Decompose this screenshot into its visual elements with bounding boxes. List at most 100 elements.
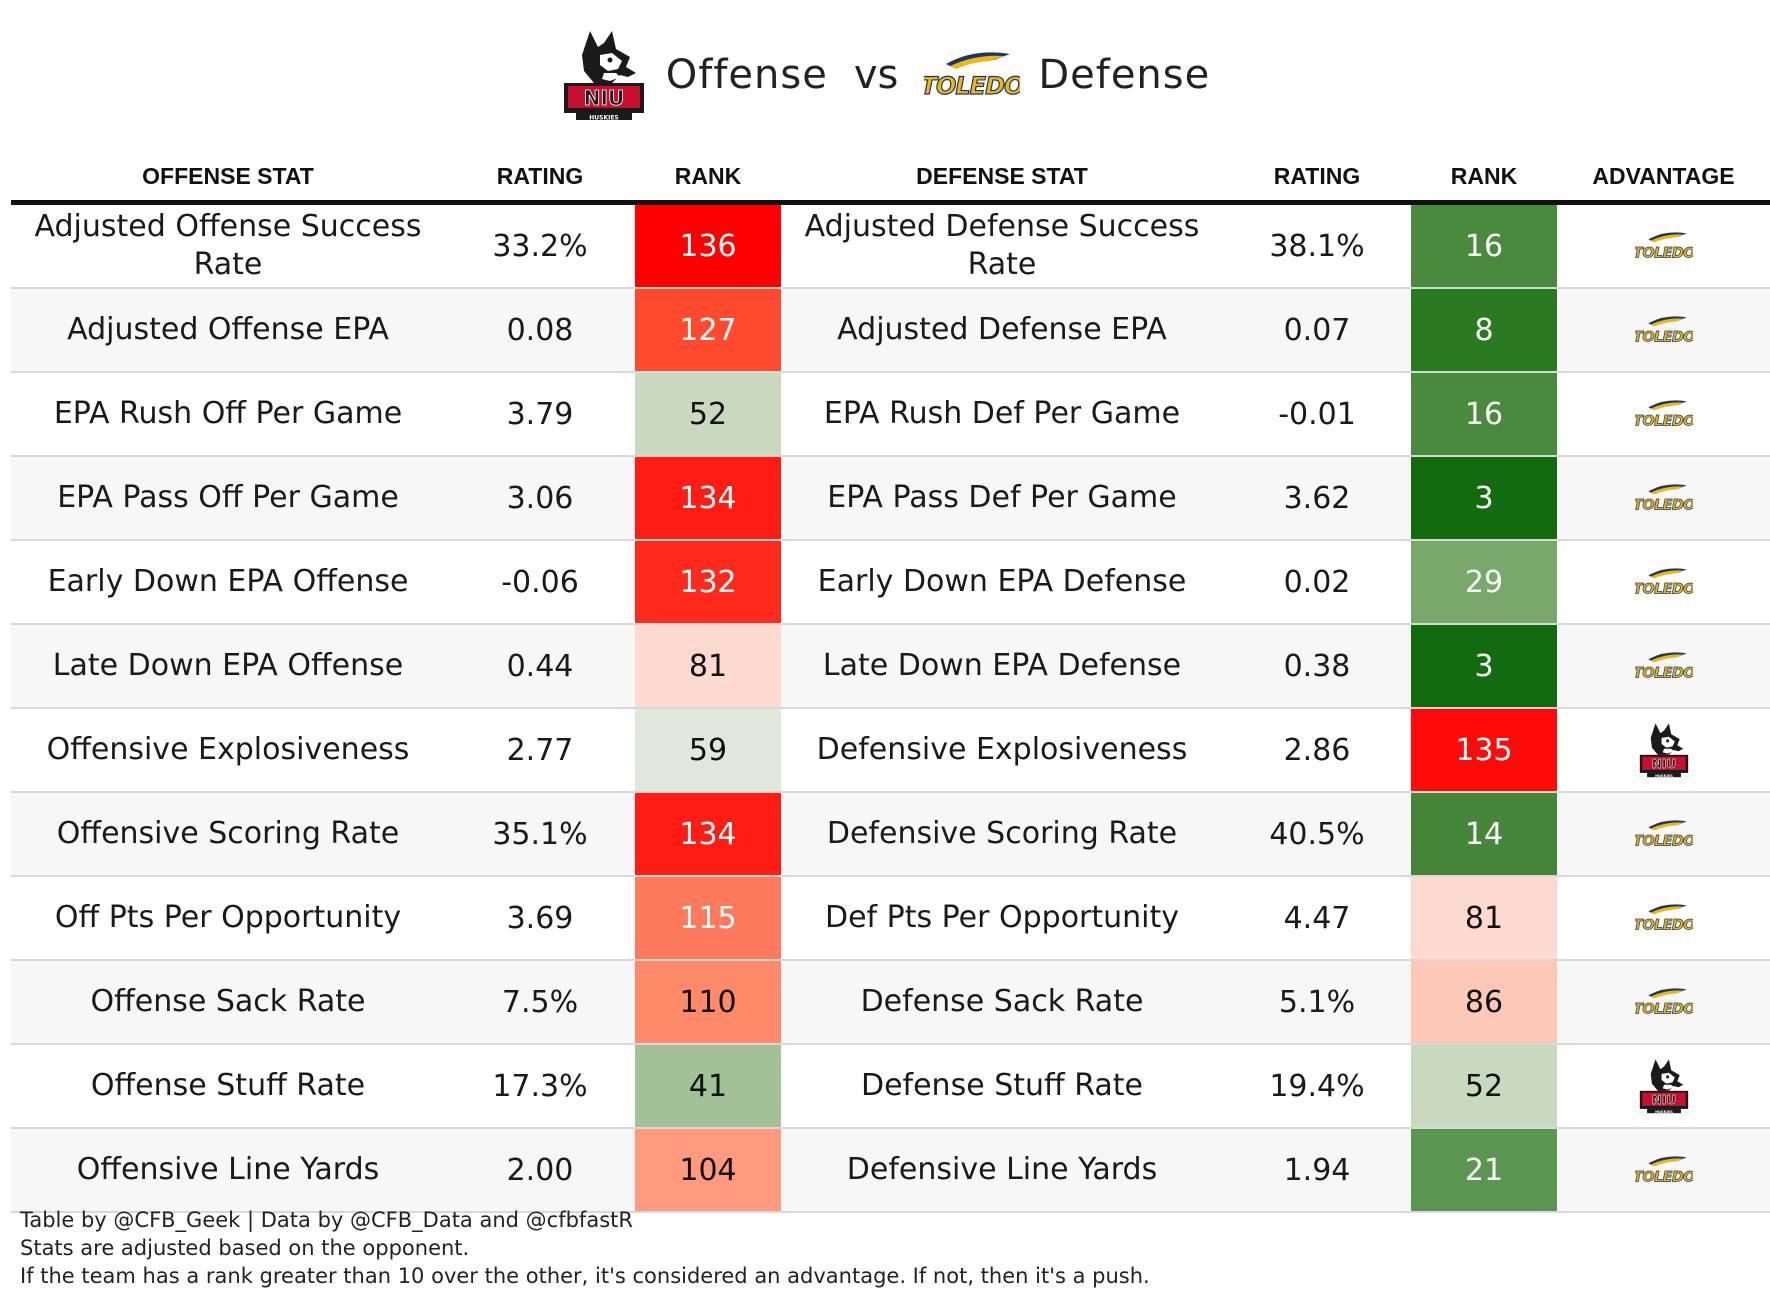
footer-advantage-note: If the team has a rank greater than 10 o… [20,1264,1150,1288]
defense-rating-cell: 0.07 [1283,312,1351,348]
advantage-cell [1557,541,1770,623]
advantage-cell [1557,373,1770,455]
defense-rating-cell: 38.1% [1269,228,1365,264]
niu-huskies-logo-icon [1637,721,1691,779]
table-row: Offense Stuff Rate 17.3% 41 Defense Stuff R… [11,1045,1770,1129]
header-offense-rating: RATING [496,162,584,189]
offense-stat-cell: Offense Stuff Rate [90,1068,366,1103]
advantage-cell [1557,1045,1770,1127]
offense-stat-cell: Late Down EPA Offense [52,648,404,683]
offense-rank-cell: 110 [635,961,781,1043]
toledo-rockets-logo-icon [1635,819,1693,849]
offense-title-label: Offense [665,52,828,98]
advantage-cell [1557,793,1770,875]
defense-stat-cell: Defensive Explosiveness [816,732,1188,767]
defense-stat-cell: Adjusted Defense EPA [837,312,1167,347]
footer-credits: Table by @CFB_Geek | Data by @CFB_Data a… [20,1208,633,1232]
table-row: Early Down EPA Offense -0.06 132 Early Down… [11,541,1770,625]
table-row: Adjusted Offense EPA 0.08 127 Adjusted Defe… [11,289,1770,373]
toledo-rockets-logo [924,50,1020,100]
defense-rating-cell: 4.47 [1283,900,1351,936]
offense-rating-cell: 33.2% [492,228,588,264]
advantage-cell [1557,625,1770,707]
offense-rank-cell: 81 [635,625,781,707]
offense-rating-cell: 3.06 [506,480,574,516]
defense-rank-cell: 8 [1411,289,1557,371]
toledo-rockets-logo-icon [1635,483,1693,513]
offense-stat-cell: EPA Rush Off Per Game [53,396,403,431]
advantage-cell [1557,457,1770,539]
offense-rank-cell: 104 [635,1129,781,1211]
defense-rank-cell: 135 [1411,709,1557,791]
niu-huskies-logo-icon [1637,1057,1691,1115]
toledo-rockets-logo-icon [1635,399,1693,429]
advantage-cell [1557,709,1770,791]
defense-rating-cell: 19.4% [1269,1068,1365,1104]
offense-rank-cell: 134 [635,457,781,539]
toledo-rockets-logo-icon [1635,903,1693,933]
offense-rank-cell: 52 [635,373,781,455]
defense-rating-cell: 3.62 [1283,480,1351,516]
offense-rating-cell: 17.3% [492,1068,588,1104]
toledo-rockets-logo-icon [1635,567,1693,597]
table-header: OFFENSE STAT RATING RANK DEFENSE STAT RA… [11,152,1770,205]
defense-rank-cell: 14 [1411,793,1557,875]
defense-rating-cell: 0.02 [1283,564,1351,600]
offense-rank-cell: 127 [635,289,781,371]
defense-stat-cell: Defensive Scoring Rate [826,816,1178,851]
defense-rank-cell: 16 [1411,205,1557,287]
matchup-table: OFFENSE STAT RATING RANK DEFENSE STAT RA… [11,152,1770,1213]
table-body: Adjusted Offense Success Rate 33.2% 136 Adj… [11,205,1770,1213]
table-row: Offensive Line Yards 2.00 104 Defensive Lin… [11,1129,1770,1213]
header-advantage: ADVANTAGE [1592,162,1735,189]
offense-stat-cell: Offensive Scoring Rate [56,816,400,851]
offense-rating-cell: 0.08 [506,312,574,348]
defense-stat-cell: EPA Rush Def Per Game [823,396,1181,431]
toledo-rockets-logo-icon [1635,987,1693,1017]
table-row: Offensive Scoring Rate 35.1% 134 Defensive … [11,793,1770,877]
advantage-cell [1557,205,1770,287]
defense-rank-cell: 3 [1411,457,1557,539]
defense-rating-cell: 5.1% [1278,984,1356,1020]
toledo-rockets-logo-icon [1635,1155,1693,1185]
advantage-cell [1557,1129,1770,1211]
defense-stat-cell: Defensive Line Yards [846,1152,1158,1187]
advantage-cell [1557,877,1770,959]
defense-rank-cell: 16 [1411,373,1557,455]
header-defense-rating: RATING [1273,162,1361,189]
defense-rank-cell: 81 [1411,877,1557,959]
offense-stat-cell: Offense Sack Rate [90,984,366,1019]
offense-rating-cell: 3.69 [506,900,574,936]
advantage-cell [1557,289,1770,371]
offense-stat-cell: Offensive Line Yards [76,1152,380,1187]
defense-rating-cell: 40.5% [1269,816,1365,852]
offense-rank-cell: 115 [635,877,781,959]
header-offense-rank: RANK [674,162,742,189]
defense-rating-cell: 1.94 [1283,1152,1351,1188]
defense-stat-cell: Defense Sack Rate [860,984,1144,1019]
defense-rank-cell: 52 [1411,1045,1557,1127]
defense-rank-cell: 21 [1411,1129,1557,1211]
defense-rating-cell: 2.86 [1283,732,1351,768]
table-row: EPA Pass Off Per Game 3.06 134 EPA Pass Def… [11,457,1770,541]
header-defense-stat: DEFENSE STAT [916,162,1088,189]
advantage-cell [1557,961,1770,1043]
defense-stat-cell: Defense Stuff Rate [860,1068,1144,1103]
defense-stat-cell: Late Down EPA Defense [822,648,1182,683]
offense-rating-cell: 0.44 [506,648,574,684]
offense-rank-cell: 41 [635,1045,781,1127]
offense-stat-cell: Adjusted Offense Success Rate [34,209,422,282]
offense-rank-cell: 136 [635,205,781,287]
offense-rating-cell: 35.1% [492,816,588,852]
defense-stat-cell: Early Down EPA Defense [817,564,1187,599]
offense-stat-cell: Adjusted Offense EPA [67,312,389,347]
toledo-rockets-logo-icon [1635,651,1693,681]
offense-stat-cell: Offensive Explosiveness [46,732,410,767]
defense-rating-cell: 0.38 [1283,648,1351,684]
offense-stat-cell: Off Pts Per Opportunity [54,900,402,935]
defense-rating-cell: -0.01 [1278,396,1356,432]
footer-adjust-note: Stats are adjusted based on the opponent… [20,1236,470,1260]
defense-rank-cell: 3 [1411,625,1557,707]
table-row: Late Down EPA Offense 0.44 81 Late Down EPA… [11,625,1770,709]
table-row: Adjusted Offense Success Rate 33.2% 136 Adj… [11,205,1770,289]
